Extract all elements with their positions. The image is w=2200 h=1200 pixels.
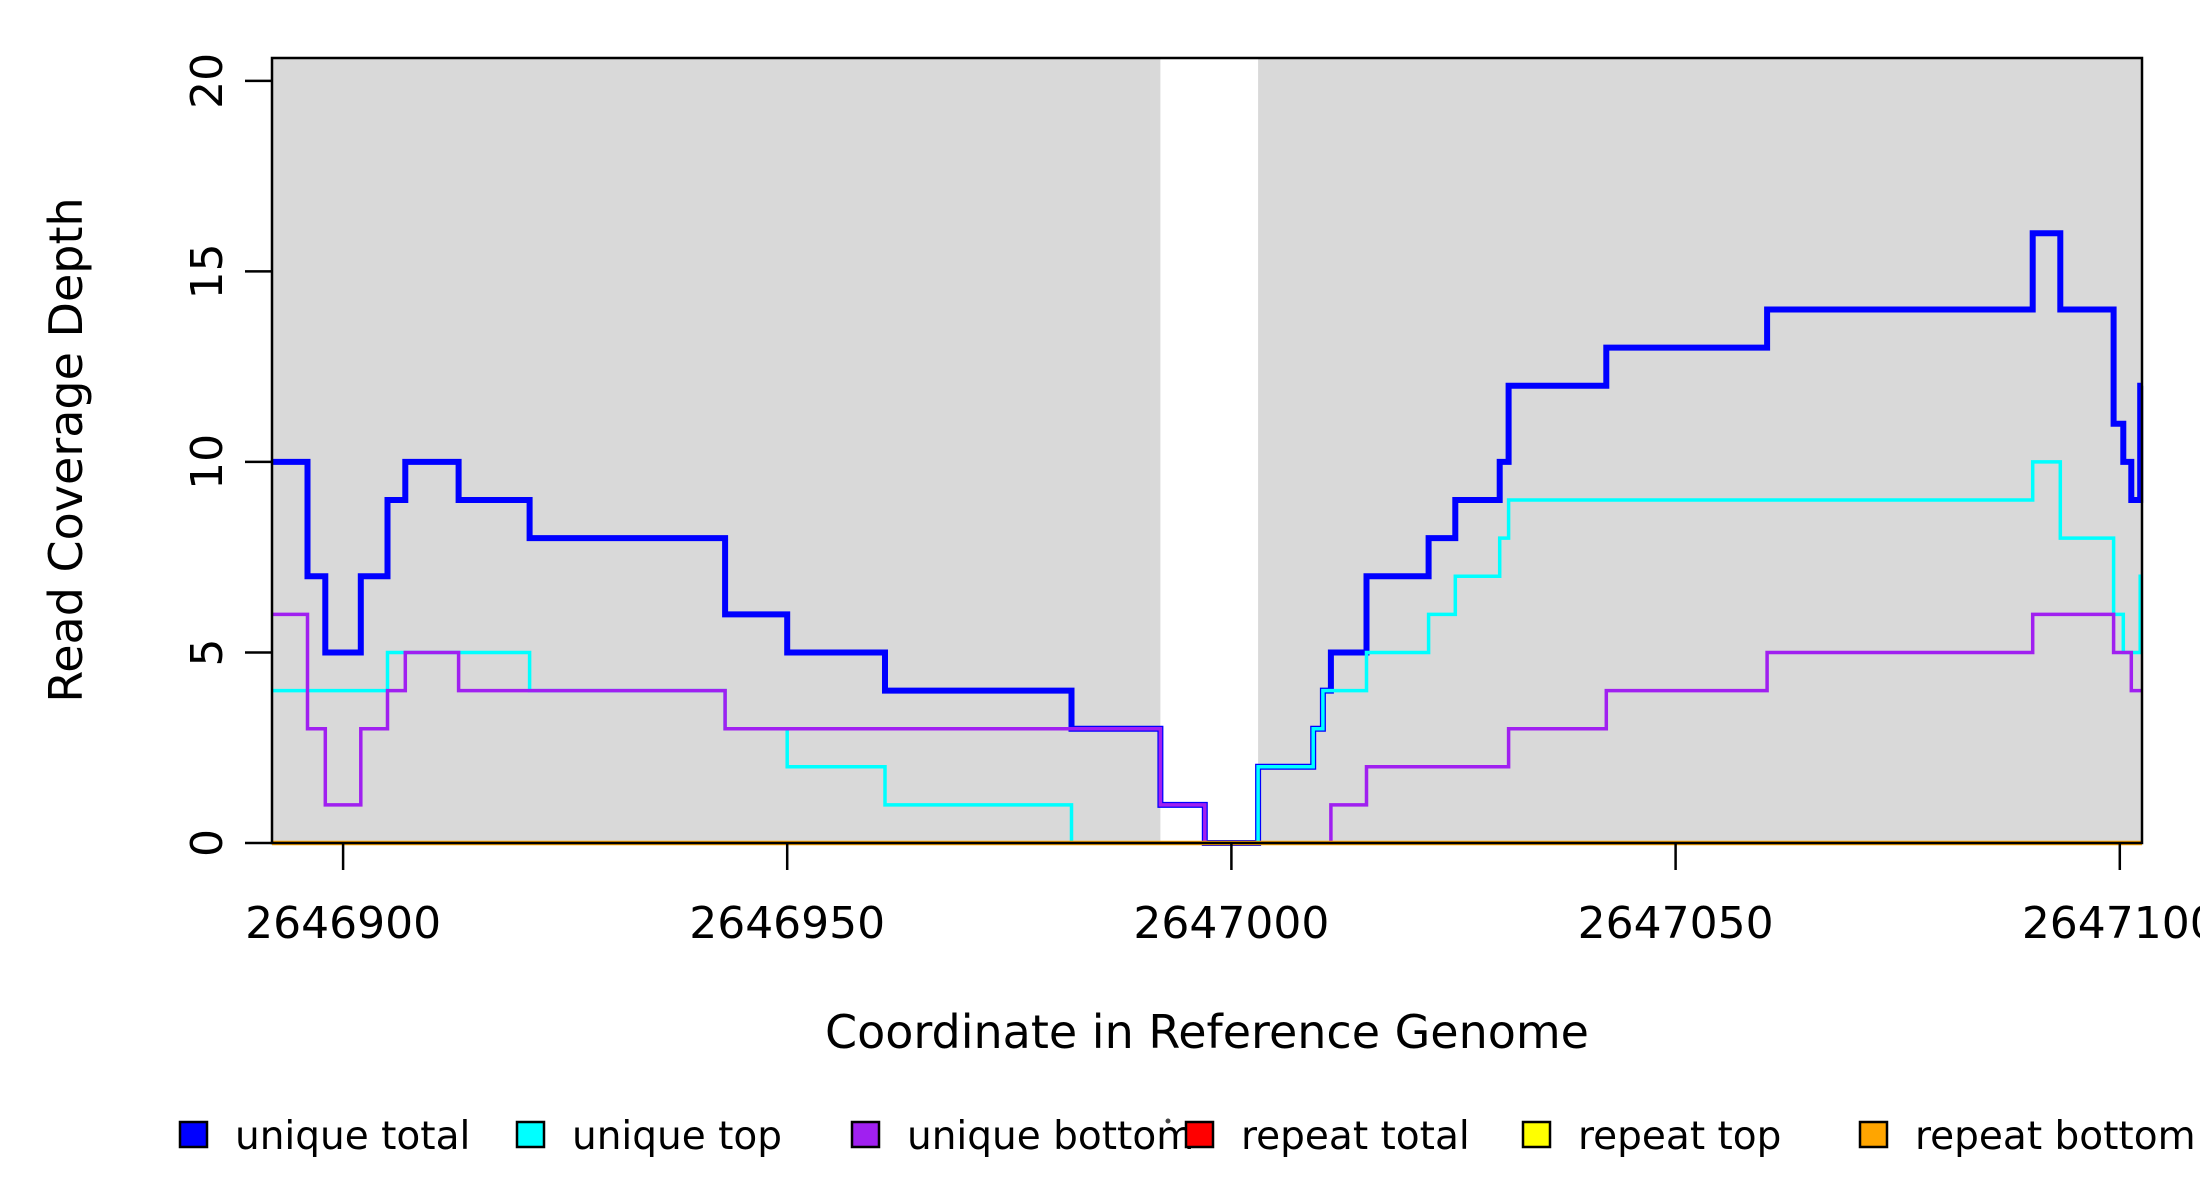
y-tick-label: 20 — [182, 53, 233, 109]
legend-label-unique-bottom: unique bottom — [907, 1114, 1194, 1159]
legend-label-repeat-total: repeat total — [1241, 1114, 1470, 1159]
legend-swatch-repeat-bottom — [1858, 1120, 1889, 1149]
legend-swatch-unique-top — [515, 1120, 546, 1149]
x-axis-title: Coordinate in Reference Genome — [825, 1005, 1589, 1059]
y-tick-label: 0 — [182, 829, 233, 857]
legend-label-repeat-top: repeat top — [1578, 1114, 1781, 1159]
y-axis-title: Read Coverage Depth — [39, 197, 93, 702]
legend-label-unique-top: unique top — [572, 1114, 782, 1159]
x-tick-label: 2647000 — [1133, 898, 1329, 949]
shaded-region-1 — [1258, 58, 2142, 843]
legend-swatch-unique-bottom — [850, 1120, 881, 1149]
plot-border — [270, 56, 2144, 845]
legend-swatch-repeat-total — [1184, 1120, 1215, 1149]
y-tick-label: 15 — [182, 243, 233, 299]
x-tick-label: 2647050 — [1578, 898, 1774, 949]
tick-layer: 2646900 2646950 2647000 2647050 2647100 0 5 10 1… — [182, 53, 2200, 949]
x-tick-label: 2647100 — [2022, 898, 2200, 949]
y-tick-label: 5 — [182, 639, 233, 667]
y-tick-label: 10 — [182, 434, 233, 490]
x-tick-label: 2646950 — [689, 898, 885, 949]
legend-swatch-repeat-top — [1521, 1120, 1552, 1149]
series-line-unique-bottom — [272, 612, 2142, 845]
shaded-region-layer — [272, 58, 2142, 843]
stray-dot — [1165, 1118, 1171, 1124]
x-tick-label: 2646900 — [245, 898, 441, 949]
legend-label-repeat-bottom: repeat bottom — [1915, 1114, 2196, 1159]
legend-swatch-unique-total — [178, 1120, 209, 1149]
legend: unique total unique top unique bottom repea… — [178, 1114, 2196, 1159]
legend-label-unique-total: unique total — [235, 1114, 470, 1159]
shaded-region-0 — [272, 58, 1161, 843]
plot-frame-layer — [270, 56, 2144, 845]
